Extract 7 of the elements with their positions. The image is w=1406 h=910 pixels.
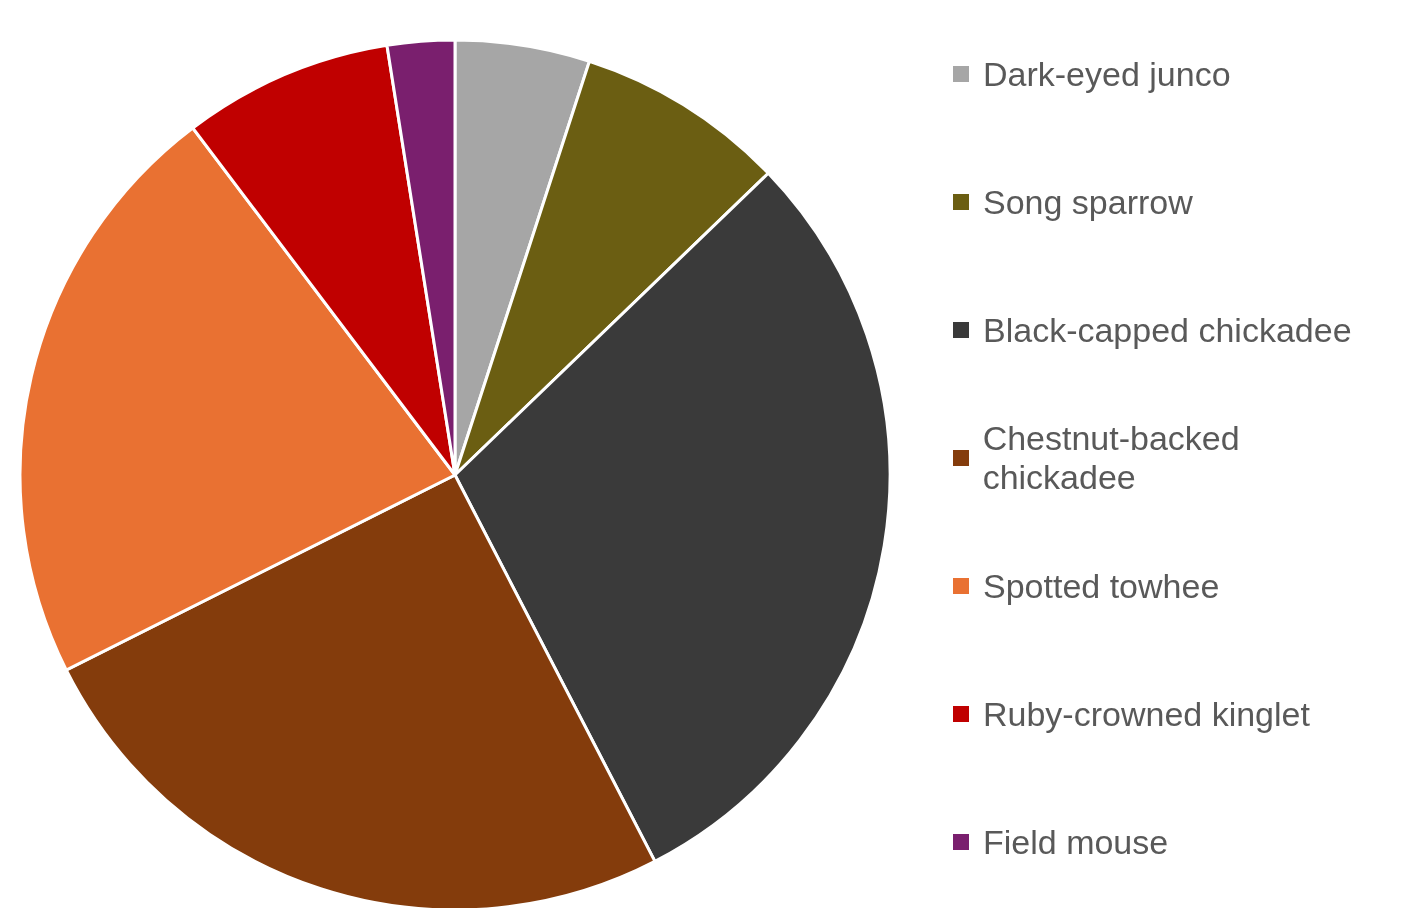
legend-label: Chestnut-backed chickadee — [982, 419, 1241, 497]
legend-label: Field mouse — [983, 822, 1169, 862]
legend-label: Black-capped chickadee — [983, 310, 1352, 350]
legend-label: Spotted towhee — [983, 566, 1220, 606]
legend-label: Ruby-crowned kinglet — [983, 694, 1310, 734]
legend-label: Dark-eyed junco — [983, 54, 1231, 94]
legend-label: Song sparrow — [983, 182, 1193, 222]
